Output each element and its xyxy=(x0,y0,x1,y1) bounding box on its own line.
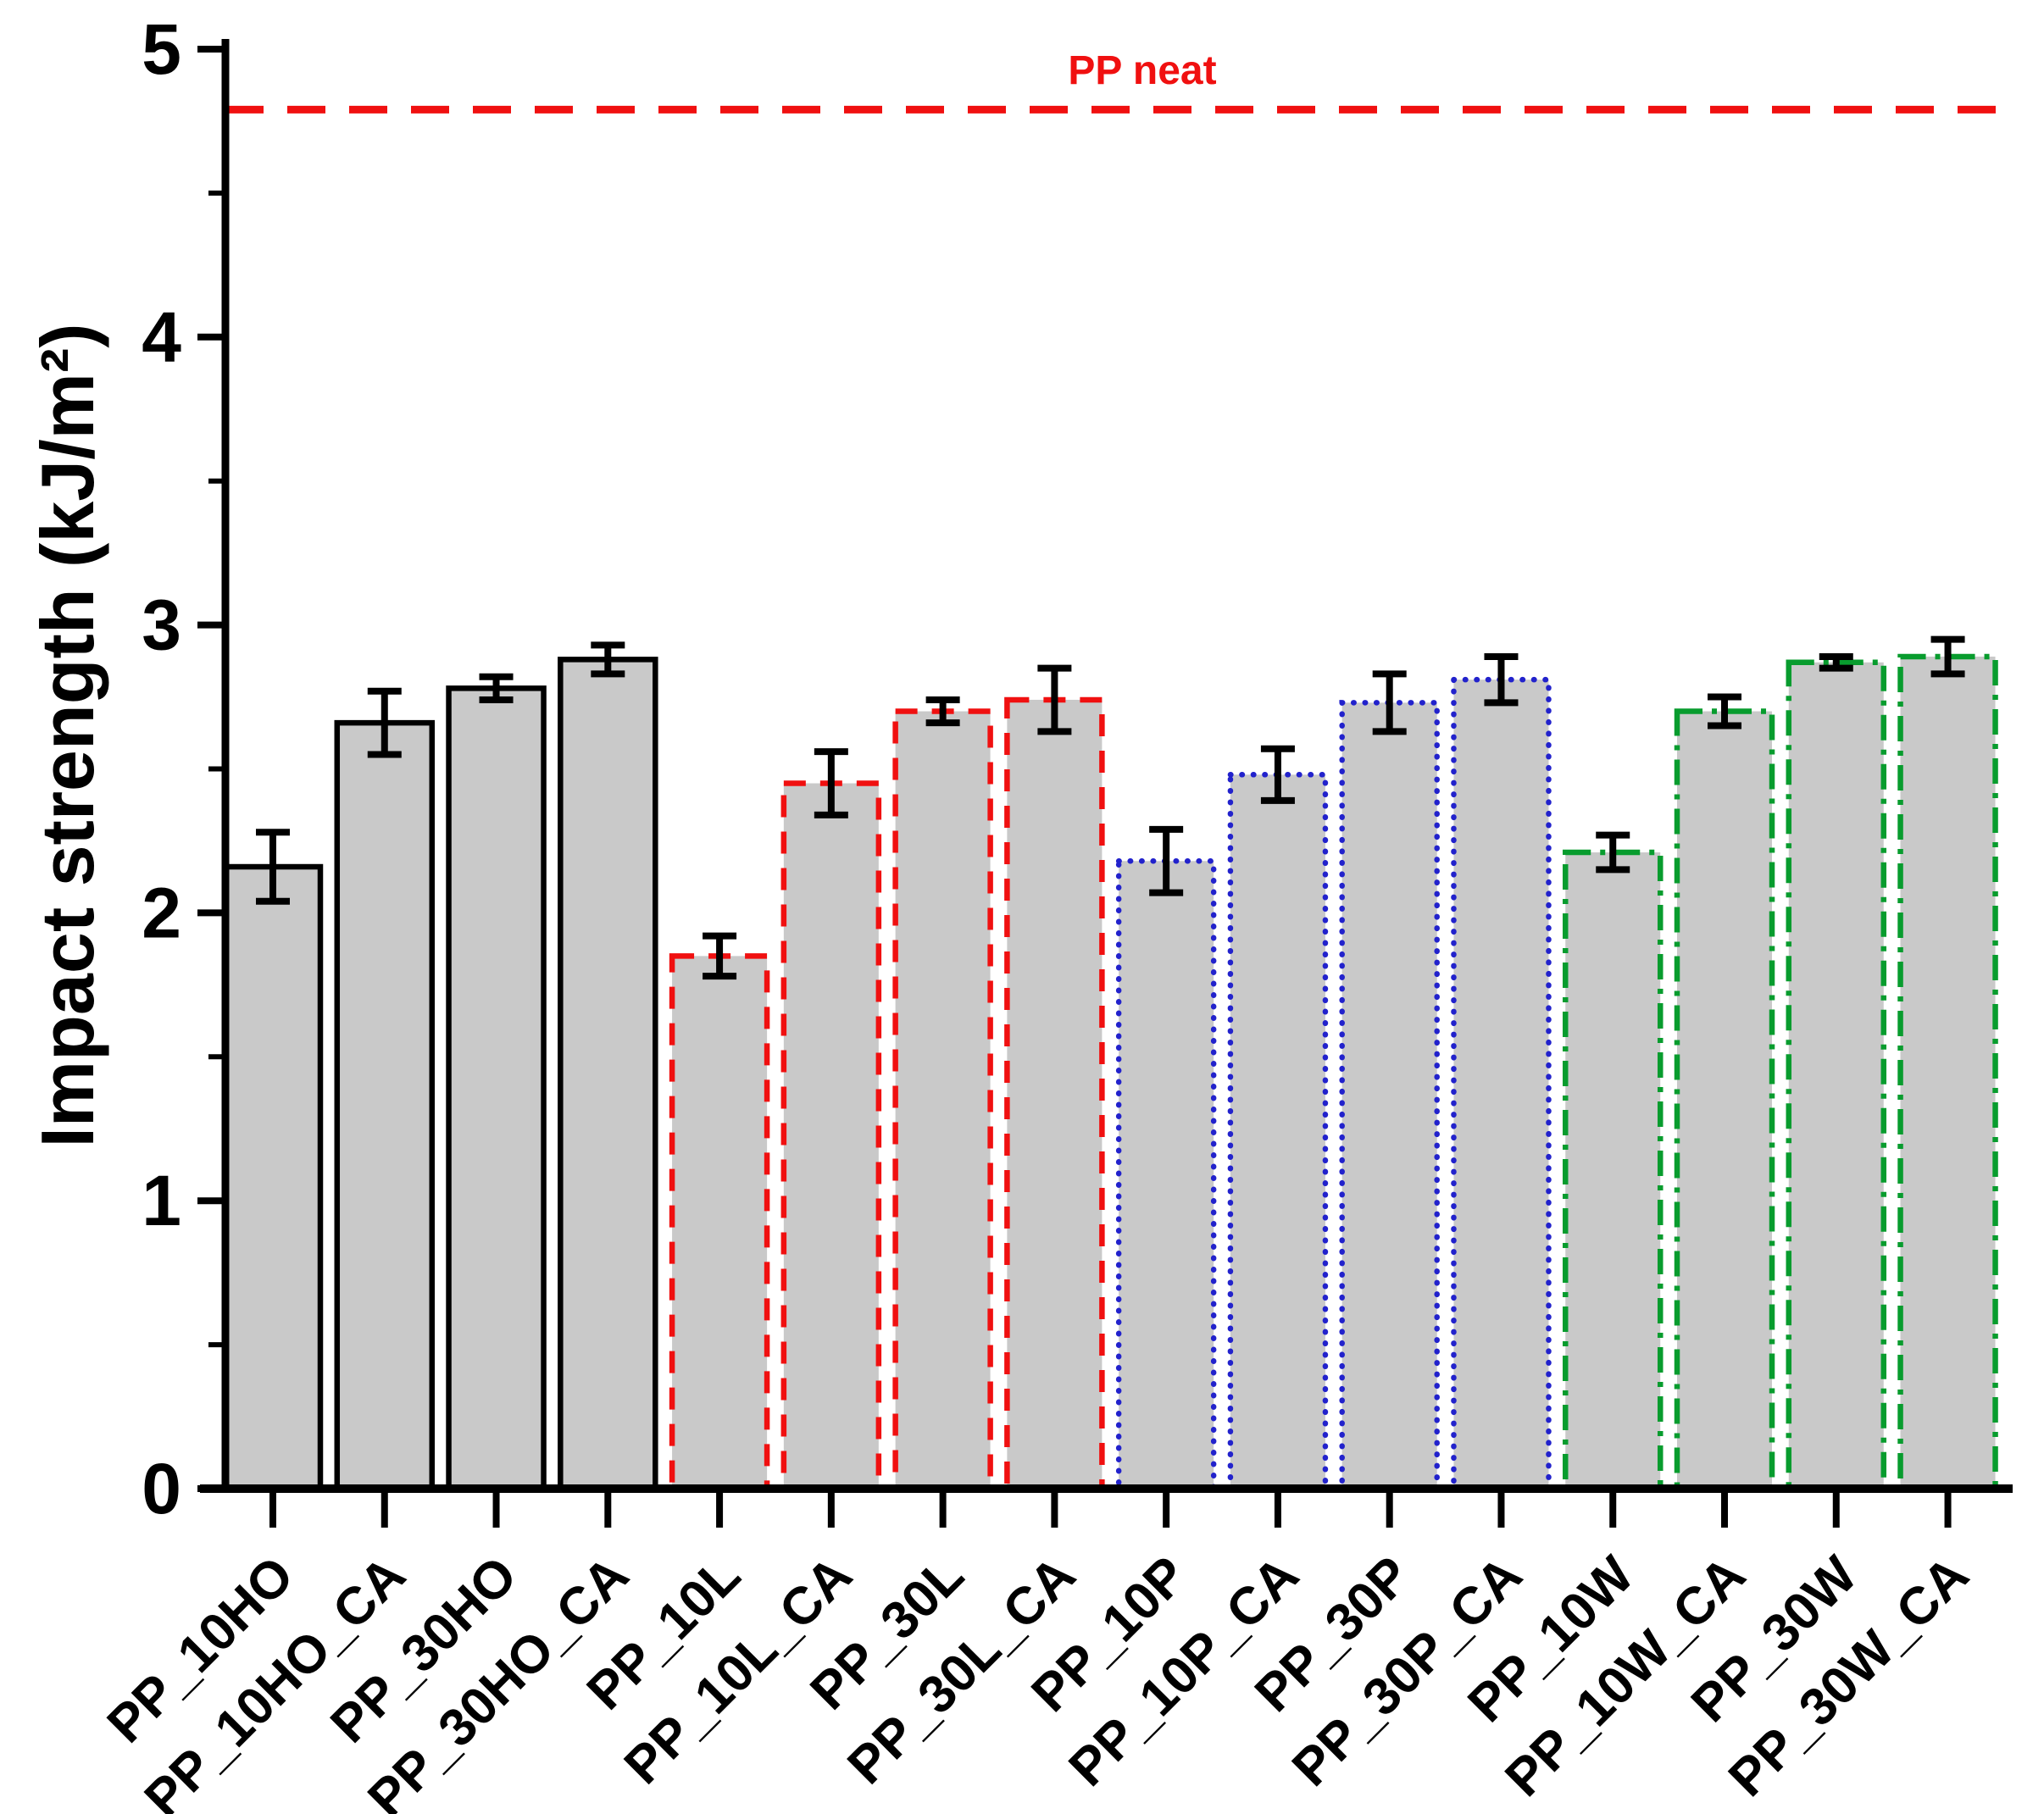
y-tick-label: 5 xyxy=(142,9,181,89)
bar-PP_30L_CA xyxy=(1004,696,1105,1492)
bar-PP_10P_CA xyxy=(1227,772,1329,1492)
error-bar-PP_10P_CA xyxy=(1260,745,1295,804)
bar-PP_30P_CA xyxy=(1451,676,1552,1492)
bar-PP_10HO_CA xyxy=(334,719,436,1492)
error-bar-PP_10L_CA xyxy=(814,748,848,818)
bar-PP_10L xyxy=(669,953,770,1492)
y-tick-label: 3 xyxy=(142,585,181,665)
bar-PP_10W_CA xyxy=(1674,708,1775,1492)
bar-PP_30HO xyxy=(446,685,547,1492)
y-tick-label: 0 xyxy=(142,1449,181,1528)
bar-PP_30HO_CA xyxy=(558,657,658,1492)
bar-PP_10L_CA xyxy=(780,780,882,1492)
error-bar-PP_10W_CA xyxy=(1708,693,1742,729)
error-bar-PP_30HO_CA xyxy=(591,641,625,678)
error-bar-PP_30HO xyxy=(479,673,514,703)
y-axis-title: Impact strength (kJ/m²) xyxy=(25,323,109,1148)
bar-PP_30W xyxy=(1786,659,1887,1492)
bar-PP_30L xyxy=(892,708,993,1492)
error-bar-PP_10L xyxy=(703,932,737,980)
bar-PP_10HO xyxy=(222,863,324,1492)
error-bar-PP_30L xyxy=(925,696,960,727)
y-tick-label: 1 xyxy=(142,1161,181,1240)
bar-PP_30P xyxy=(1339,700,1440,1492)
bar-PP_10P xyxy=(1115,857,1217,1492)
error-bar-PP_10HO_CA xyxy=(367,687,402,758)
reference-line-label: PP neat xyxy=(1068,48,1217,93)
error-bar-PP_10HO xyxy=(256,829,290,905)
bar-PP_30W_CA xyxy=(1897,653,1998,1492)
error-bar-PP_10P xyxy=(1149,825,1184,896)
error-bar-PP_10W xyxy=(1596,831,1630,874)
bar-PP_10W xyxy=(1562,849,1664,1492)
error-bar-PP_30W_CA xyxy=(1930,635,1965,678)
error-bar-PP_30W xyxy=(1819,652,1853,672)
y-tick-label: 4 xyxy=(142,297,181,377)
error-bar-PP_30P_CA xyxy=(1484,652,1519,707)
y-tick-label: 2 xyxy=(142,873,181,952)
error-bar-PP_30P xyxy=(1372,670,1407,735)
error-bar-PP_30L_CA xyxy=(1037,664,1072,735)
